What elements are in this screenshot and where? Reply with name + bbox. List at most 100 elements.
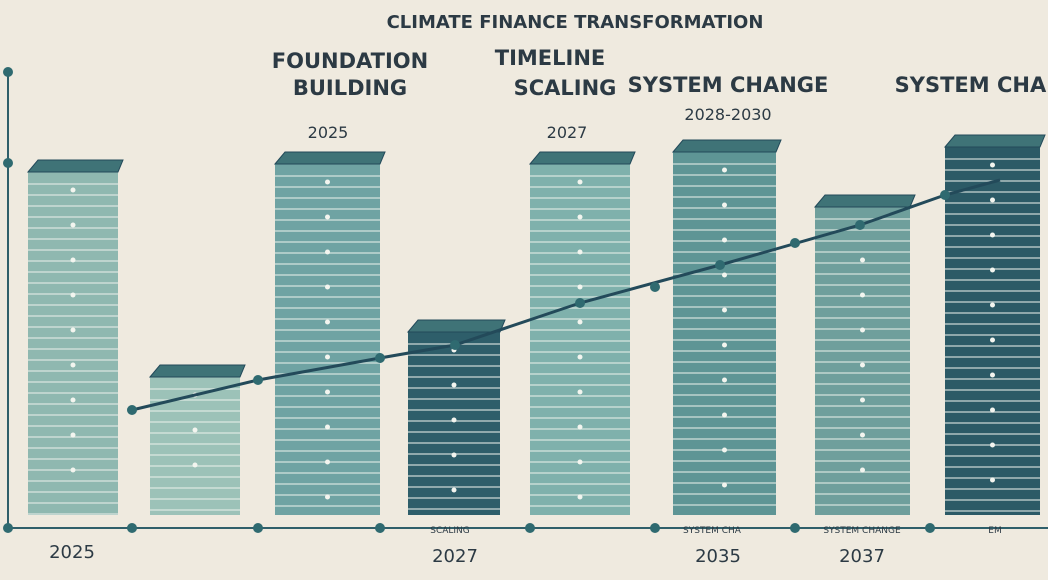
phase-line: BUILDING [293, 76, 407, 100]
bar-dot [990, 373, 995, 378]
bar-dot [71, 433, 76, 438]
bottom-tag: SCALING [430, 526, 470, 536]
bar-dot [578, 495, 583, 500]
bar-dot [722, 343, 727, 348]
bottom-tag: SYSTEM CHANGE [823, 526, 901, 536]
bar-dot [722, 273, 727, 278]
bar-dot [990, 198, 995, 203]
bottom-tag: SYSTEM CHA [683, 526, 742, 536]
phase-label: SYSTEM CHANGE [895, 73, 1048, 97]
bar-dot [193, 428, 198, 433]
bar-dot [860, 433, 865, 438]
dot [3, 523, 13, 533]
dot [253, 375, 263, 385]
dot [790, 238, 800, 248]
bar-dot [722, 413, 727, 418]
bar-cap [673, 140, 781, 152]
bottom-year: 2025 [49, 542, 95, 563]
bar-dot [71, 258, 76, 263]
top-year: 2025 [308, 123, 349, 142]
bar-dot [325, 180, 330, 185]
bar-cap [28, 160, 123, 172]
dot [940, 190, 950, 200]
bar-dot [990, 408, 995, 413]
title: CLIMATE FINANCE TRANSFORMATION [387, 12, 764, 33]
bar-dot [860, 328, 865, 333]
bar-dot [325, 285, 330, 290]
dot [925, 523, 935, 533]
dot [375, 523, 385, 533]
bar-dot [578, 320, 583, 325]
bar-dot [71, 363, 76, 368]
top-year: 2028-2030 [684, 105, 771, 124]
bar-dot [578, 425, 583, 430]
bar-dot [990, 303, 995, 308]
dot [650, 282, 660, 292]
dot [650, 523, 660, 533]
dot [127, 523, 137, 533]
bar-dot [578, 460, 583, 465]
dot [253, 523, 263, 533]
bottom-year: 2027 [432, 546, 478, 567]
phase-label: SCALING [514, 76, 617, 100]
bar-dot [990, 443, 995, 448]
bar-dot [71, 468, 76, 473]
dot [375, 353, 385, 363]
dot [715, 260, 725, 270]
bar-dot [578, 250, 583, 255]
bar-cap [815, 195, 915, 207]
bar-cap [945, 135, 1045, 147]
bar-dot [990, 478, 995, 483]
bar-dot [325, 355, 330, 360]
bar-dot [578, 390, 583, 395]
infographic: CLIMATE FINANCE TRANSFORMATION TIMELINE … [0, 0, 1048, 580]
bar-dot [71, 223, 76, 228]
subtitle: TIMELINE [495, 46, 606, 70]
bar-dot [71, 293, 76, 298]
bar-cap [150, 365, 245, 377]
bottom-year: 2037 [839, 546, 885, 567]
bar-dot [452, 453, 457, 458]
bar-dot [325, 390, 330, 395]
dot [3, 67, 13, 77]
phase-label: SYSTEM CHANGE [628, 73, 829, 97]
top-year: 2027 [547, 123, 588, 142]
dot [575, 298, 585, 308]
dot [450, 340, 460, 350]
bar-dot [71, 328, 76, 333]
bar-cap [408, 320, 505, 332]
dot [3, 158, 13, 168]
bar-dot [71, 188, 76, 193]
bar-dot [860, 258, 865, 263]
bar-cap [530, 152, 635, 164]
phase-line: FOUNDATION [272, 49, 428, 73]
bar-body [150, 377, 240, 515]
bar-dot [990, 163, 995, 168]
bar-dot [860, 363, 865, 368]
bottom-tag: EM [988, 526, 1001, 536]
bar-dot [325, 425, 330, 430]
bar-dot [860, 293, 865, 298]
bar-dot [578, 180, 583, 185]
bar-dot [578, 355, 583, 360]
bar-dot [71, 398, 76, 403]
dot [525, 523, 535, 533]
bar-dot [860, 398, 865, 403]
bar-dot [325, 495, 330, 500]
bar-dot [990, 338, 995, 343]
bar-dot [722, 168, 727, 173]
bar-dot [722, 238, 727, 243]
bar-dot [325, 320, 330, 325]
bar-dot [193, 463, 198, 468]
bar-dot [452, 418, 457, 423]
dot [855, 220, 865, 230]
bar-cap [275, 152, 385, 164]
bar-dot [722, 203, 727, 208]
bar-dot [990, 233, 995, 238]
bar-dot [452, 488, 457, 493]
bar-dot [452, 383, 457, 388]
bar-dot [722, 483, 727, 488]
bar-dot [722, 308, 727, 313]
bar-dot [325, 250, 330, 255]
bar-dot [325, 215, 330, 220]
